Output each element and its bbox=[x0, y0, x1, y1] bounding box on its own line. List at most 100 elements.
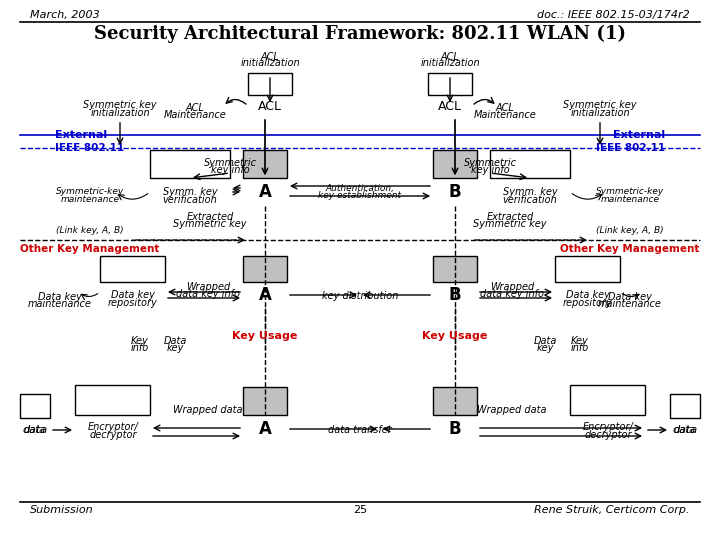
Text: data transfer: data transfer bbox=[328, 425, 392, 435]
Text: data: data bbox=[674, 425, 696, 435]
Bar bbox=[75, 385, 150, 415]
Text: B: B bbox=[449, 286, 462, 304]
Text: Wrapped data: Wrapped data bbox=[174, 405, 243, 415]
Bar bbox=[433, 150, 477, 178]
Text: Maintenance: Maintenance bbox=[163, 110, 226, 120]
Text: Authentication,: Authentication, bbox=[325, 185, 395, 193]
Text: Maintenance: Maintenance bbox=[474, 110, 536, 120]
Bar bbox=[433, 387, 477, 415]
Text: 25: 25 bbox=[353, 505, 367, 515]
Text: data: data bbox=[22, 425, 48, 435]
Text: Key: Key bbox=[131, 336, 149, 346]
Text: data: data bbox=[24, 425, 46, 435]
Text: maintenance: maintenance bbox=[28, 299, 92, 309]
Text: Submission: Submission bbox=[30, 505, 94, 515]
Text: key: key bbox=[166, 343, 184, 353]
Text: Extracted: Extracted bbox=[186, 212, 233, 222]
Text: Security Architectural Framework: 802.11 WLAN (1): Security Architectural Framework: 802.11… bbox=[94, 25, 626, 43]
Text: Data: Data bbox=[534, 336, 557, 346]
Text: key establishment: key establishment bbox=[318, 192, 402, 200]
Text: repository: repository bbox=[563, 298, 613, 308]
Bar bbox=[490, 150, 570, 178]
Text: (Link key, A, B): (Link key, A, B) bbox=[596, 226, 664, 235]
Text: maintenance: maintenance bbox=[598, 299, 662, 309]
Text: Symmetric key: Symmetric key bbox=[174, 219, 247, 229]
Text: Symmetric: Symmetric bbox=[464, 158, 516, 168]
Text: key distribution: key distribution bbox=[322, 291, 398, 301]
Text: Key Usage: Key Usage bbox=[423, 331, 487, 341]
Text: Symmetric key: Symmetric key bbox=[563, 100, 636, 110]
Text: Key: Key bbox=[571, 336, 589, 346]
Bar bbox=[150, 150, 230, 178]
Text: ACL: ACL bbox=[438, 99, 462, 112]
Text: Symmetric-key: Symmetric-key bbox=[596, 187, 664, 197]
Text: decryptor: decryptor bbox=[89, 430, 137, 440]
Text: doc.: IEEE 802.15-03/174r2: doc.: IEEE 802.15-03/174r2 bbox=[537, 10, 690, 20]
Bar bbox=[248, 73, 292, 95]
Bar bbox=[243, 150, 287, 178]
Text: initialization: initialization bbox=[570, 108, 630, 118]
Text: Encryptor/: Encryptor/ bbox=[88, 422, 138, 432]
Text: Wrapped: Wrapped bbox=[490, 282, 534, 292]
Text: maintenance: maintenance bbox=[60, 195, 120, 205]
Bar bbox=[433, 256, 477, 282]
Text: initialization: initialization bbox=[90, 108, 150, 118]
Bar bbox=[100, 256, 165, 282]
Text: Symmetric: Symmetric bbox=[204, 158, 256, 168]
Text: verification: verification bbox=[163, 195, 217, 205]
Text: Other Key Management: Other Key Management bbox=[20, 244, 160, 254]
Text: Symmetric key: Symmetric key bbox=[84, 100, 157, 110]
Text: Data key: Data key bbox=[111, 290, 155, 300]
Bar bbox=[243, 387, 287, 415]
Text: B: B bbox=[449, 183, 462, 201]
Text: Symm. key: Symm. key bbox=[503, 187, 557, 197]
Text: Wrapped: Wrapped bbox=[186, 282, 230, 292]
Text: ACL: ACL bbox=[258, 99, 282, 112]
Text: Other Key Management: Other Key Management bbox=[560, 244, 700, 254]
Text: March, 2003: March, 2003 bbox=[30, 10, 100, 20]
Text: Symm. key: Symm. key bbox=[163, 187, 217, 197]
Text: Symmetric-key: Symmetric-key bbox=[56, 187, 124, 197]
Text: decryptor: decryptor bbox=[584, 430, 631, 440]
Bar bbox=[670, 394, 700, 418]
Bar bbox=[428, 73, 472, 95]
Text: Data: Data bbox=[163, 336, 186, 346]
Text: data key info: data key info bbox=[480, 289, 544, 299]
Text: data key info: data key info bbox=[176, 289, 240, 299]
Text: ACL: ACL bbox=[441, 52, 459, 62]
Text: verification: verification bbox=[503, 195, 557, 205]
Text: info: info bbox=[131, 343, 149, 353]
Text: Extracted: Extracted bbox=[487, 212, 534, 222]
Text: IEEE 802.11: IEEE 802.11 bbox=[55, 143, 124, 153]
Bar bbox=[243, 256, 287, 282]
Text: External: External bbox=[613, 130, 665, 140]
Text: key info: key info bbox=[471, 165, 509, 175]
Text: Rene Struik, Certicom Corp.: Rene Struik, Certicom Corp. bbox=[534, 505, 690, 515]
Text: initialization: initialization bbox=[240, 58, 300, 68]
Text: (Link key, A, B): (Link key, A, B) bbox=[56, 226, 124, 235]
Bar bbox=[555, 256, 620, 282]
Text: ACL: ACL bbox=[186, 103, 204, 113]
Text: Wrapped data: Wrapped data bbox=[477, 405, 546, 415]
Text: A: A bbox=[258, 183, 271, 201]
Text: Data key: Data key bbox=[566, 290, 610, 300]
Text: Encryptor/: Encryptor/ bbox=[582, 422, 634, 432]
Text: B: B bbox=[449, 420, 462, 438]
Text: External: External bbox=[55, 130, 107, 140]
Text: Symmetric key: Symmetric key bbox=[473, 219, 546, 229]
Text: Key Usage: Key Usage bbox=[233, 331, 297, 341]
Text: ACL: ACL bbox=[495, 103, 514, 113]
Text: A: A bbox=[258, 286, 271, 304]
Text: maintenance: maintenance bbox=[600, 195, 660, 205]
Bar bbox=[570, 385, 645, 415]
Text: data: data bbox=[672, 425, 698, 435]
Text: Data key: Data key bbox=[608, 292, 652, 302]
Text: key: key bbox=[536, 343, 554, 353]
Text: IEEE 802.11: IEEE 802.11 bbox=[596, 143, 665, 153]
Bar bbox=[20, 394, 50, 418]
Text: initialization: initialization bbox=[420, 58, 480, 68]
Text: key info: key info bbox=[211, 165, 249, 175]
Text: Data key: Data key bbox=[38, 292, 82, 302]
Text: ACL: ACL bbox=[261, 52, 279, 62]
Text: info: info bbox=[571, 343, 589, 353]
